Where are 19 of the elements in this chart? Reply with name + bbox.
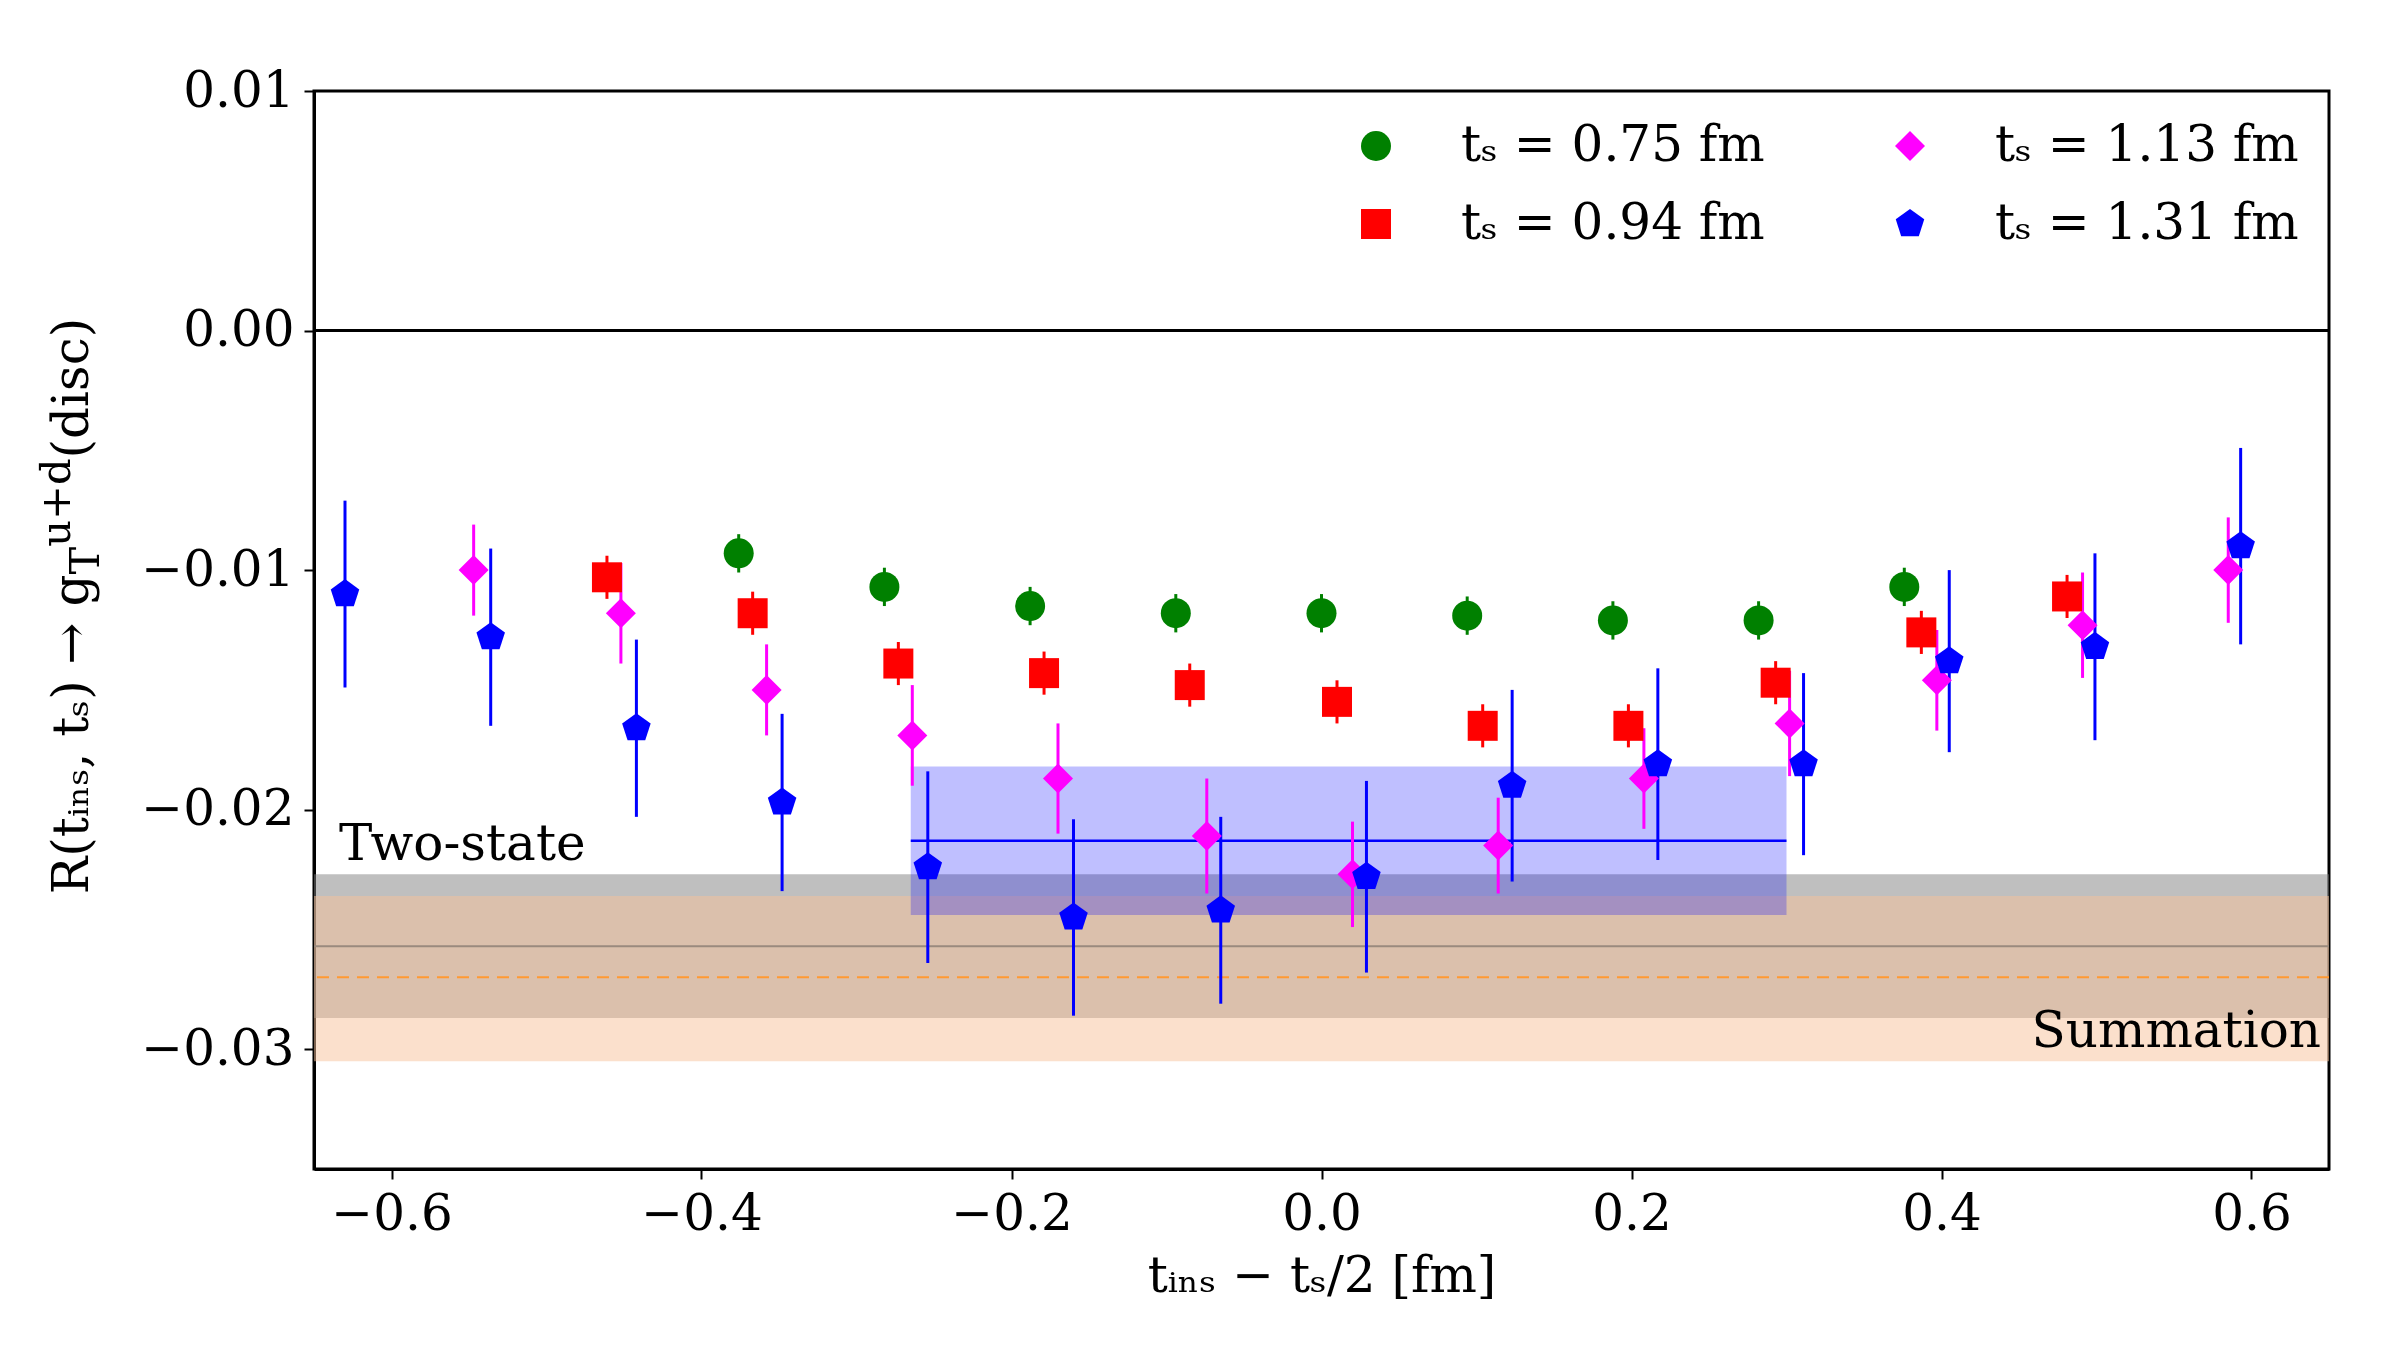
x-tick-label: −0.2 [951,1183,1073,1242]
legend-label: tₛ = 1.31 fm [1995,193,2299,251]
legend-label: tₛ = 0.94 fm [1461,193,1765,251]
band-label: Two-state [339,814,586,873]
y-tick-label: 0.00 [183,300,295,359]
x-axis-title: tᵢₙₛ − tₛ/2 [fm] [1147,1245,1497,1304]
y-tick-label: −0.01 [141,539,295,598]
band-label: Summation [2031,1001,2321,1060]
x-tick-label: 0.2 [1592,1183,1672,1242]
x-tick-label: 0.0 [1282,1183,1362,1242]
y-tick-label: −0.02 [141,779,295,838]
legend-label: tₛ = 0.75 fm [1461,115,1765,173]
x-tick-label: −0.6 [331,1183,453,1242]
x-tick-label: 0.4 [1902,1183,1982,1242]
x-tick-label: 0.6 [2212,1183,2292,1242]
x-tick-label: −0.4 [641,1183,763,1242]
legend-label: tₛ = 1.13 fm [1995,115,2299,173]
y-tick-label: −0.03 [141,1018,295,1077]
y-tick-label: 0.01 [183,60,295,119]
